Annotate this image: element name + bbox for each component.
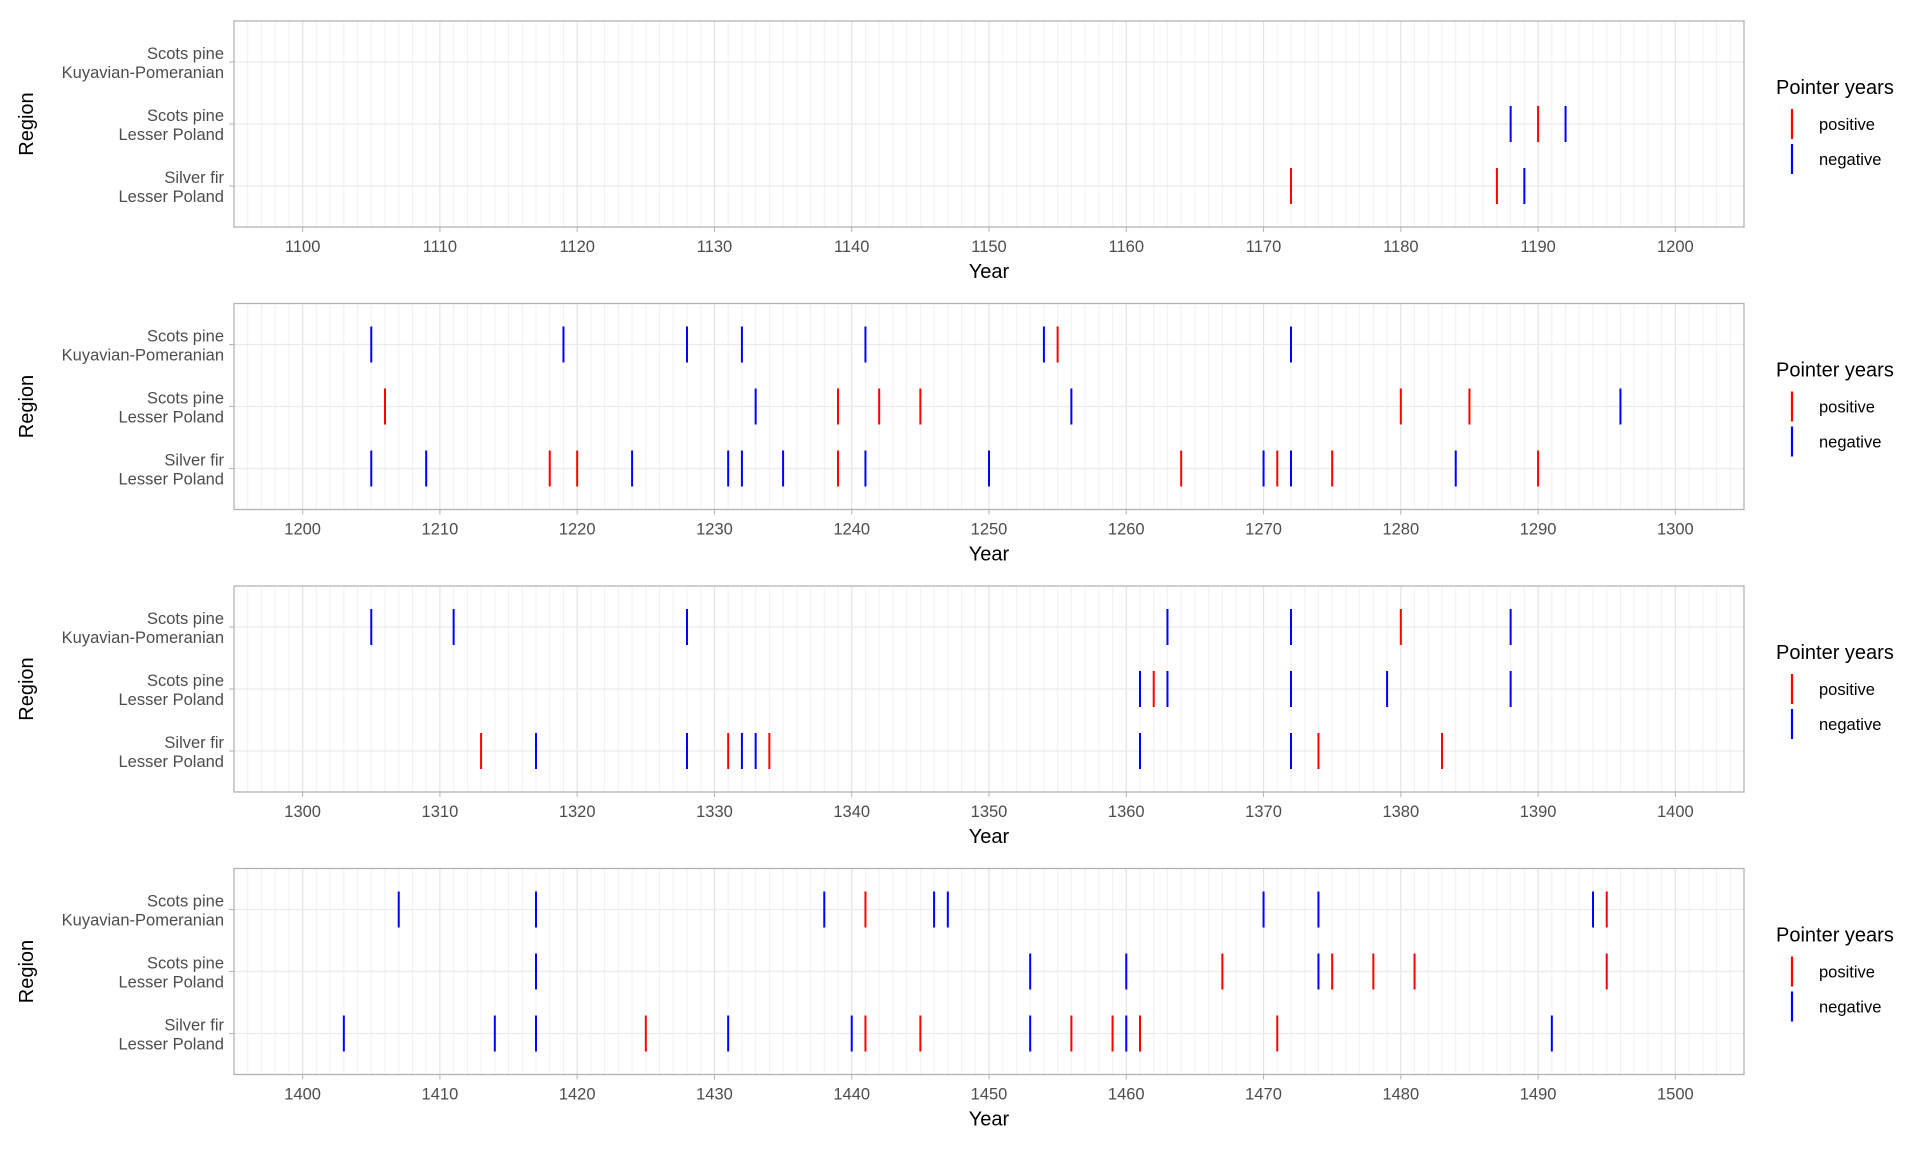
legend-title: Pointer years: [1776, 925, 1894, 947]
legend-label-negative: negative: [1819, 999, 1881, 1017]
legend-label-positive: positive: [1819, 964, 1875, 982]
y-tick-label: Lesser Poland: [119, 126, 225, 144]
x-axis-title: Year: [969, 1109, 1010, 1131]
x-axis-title: Year: [969, 826, 1010, 848]
y-axis-title: Region: [16, 92, 38, 155]
x-tick-label: 1200: [284, 521, 321, 539]
x-tick-label: 1300: [284, 803, 321, 821]
x-tick-label: 1220: [559, 521, 596, 539]
x-tick-label: 1440: [833, 1086, 870, 1104]
y-tick-label: Lesser Poland: [119, 409, 225, 427]
y-tick-label: Scots pine: [147, 328, 224, 346]
x-tick-label: 1450: [971, 1086, 1008, 1104]
x-tick-label: 1470: [1245, 1086, 1282, 1104]
x-tick-label: 1320: [559, 803, 596, 821]
y-tick-label: Lesser Poland: [119, 691, 225, 709]
x-tick-label: 1200: [1657, 238, 1694, 256]
legend-title: Pointer years: [1776, 642, 1894, 664]
x-axis-title: Year: [969, 261, 1010, 283]
legend-label-negative: negative: [1819, 434, 1881, 452]
y-tick-label: Lesser Poland: [119, 471, 225, 489]
x-tick-label: 1430: [696, 1086, 733, 1104]
y-tick-label: Kuyavian-Pomeranian: [62, 64, 224, 82]
x-tick-label: 1400: [284, 1086, 321, 1104]
x-tick-label: 1300: [1657, 521, 1694, 539]
y-tick-label: Kuyavian-Pomeranian: [62, 912, 224, 930]
x-tick-label: 1350: [971, 803, 1008, 821]
x-tick-label: 1170: [1246, 238, 1281, 256]
x-tick-label: 1280: [1382, 521, 1419, 539]
legend-title: Pointer years: [1776, 77, 1894, 99]
x-tick-label: 1340: [833, 803, 870, 821]
y-tick-label: Scots pine: [147, 390, 224, 408]
x-tick-label: 1270: [1245, 521, 1282, 539]
y-tick-label: Silver fir: [164, 1017, 224, 1035]
x-tick-label: 1120: [559, 238, 594, 256]
x-tick-label: 1480: [1382, 1086, 1419, 1104]
y-axis-title: Region: [16, 375, 38, 438]
x-tick-label: 1160: [1109, 238, 1144, 256]
y-tick-label: Scots pine: [147, 672, 224, 690]
legend-label-negative: negative: [1819, 716, 1881, 734]
y-tick-label: Scots pine: [147, 610, 224, 628]
y-tick-label: Scots pine: [147, 893, 224, 911]
x-tick-label: 1390: [1520, 803, 1557, 821]
y-axis-title: Region: [16, 657, 38, 720]
y-tick-label: Silver fir: [164, 452, 224, 470]
x-tick-label: 1180: [1383, 238, 1418, 256]
y-tick-label: Lesser Poland: [119, 753, 225, 771]
x-tick-label: 1380: [1382, 803, 1419, 821]
x-tick-label: 1400: [1657, 803, 1694, 821]
y-tick-label: Silver fir: [164, 169, 224, 187]
y-tick-label: Scots pine: [147, 955, 224, 973]
x-tick-label: 1410: [422, 1086, 459, 1104]
x-tick-label: 1290: [1520, 521, 1557, 539]
x-axis-title: Year: [969, 544, 1010, 566]
legend-label-positive: positive: [1819, 399, 1875, 417]
x-tick-label: 1310: [422, 803, 459, 821]
x-tick-label: 1240: [833, 521, 870, 539]
y-tick-label: Kuyavian-Pomeranian: [62, 629, 224, 647]
x-tick-label: 1140: [834, 238, 869, 256]
y-tick-label: Kuyavian-Pomeranian: [62, 347, 224, 365]
x-tick-label: 1500: [1657, 1086, 1694, 1104]
x-tick-label: 1100: [285, 238, 320, 256]
x-tick-label: 1150: [971, 238, 1006, 256]
x-tick-label: 1360: [1108, 803, 1145, 821]
x-tick-label: 1330: [696, 803, 733, 821]
legend-title: Pointer years: [1776, 360, 1894, 382]
y-tick-label: Lesser Poland: [119, 974, 225, 992]
x-tick-label: 1460: [1108, 1086, 1145, 1104]
y-tick-label: Lesser Poland: [119, 188, 225, 206]
x-tick-label: 1210: [422, 521, 459, 539]
x-tick-label: 1230: [696, 521, 733, 539]
x-tick-label: 1490: [1520, 1086, 1557, 1104]
y-tick-label: Scots pine: [147, 45, 224, 63]
y-tick-label: Silver fir: [164, 734, 224, 752]
y-tick-label: Scots pine: [147, 107, 224, 125]
x-tick-label: 1250: [971, 521, 1008, 539]
x-tick-label: 1190: [1520, 238, 1555, 256]
x-tick-label: 1130: [697, 238, 732, 256]
x-tick-label: 1260: [1108, 521, 1145, 539]
legend-label-positive: positive: [1819, 681, 1875, 699]
legend-label-negative: negative: [1819, 151, 1881, 169]
legend-label-positive: positive: [1819, 116, 1875, 134]
x-tick-label: 1110: [423, 238, 457, 256]
x-tick-label: 1370: [1245, 803, 1282, 821]
x-tick-label: 1420: [559, 1086, 596, 1104]
y-axis-title: Region: [16, 940, 38, 1003]
y-tick-label: Lesser Poland: [119, 1036, 225, 1054]
